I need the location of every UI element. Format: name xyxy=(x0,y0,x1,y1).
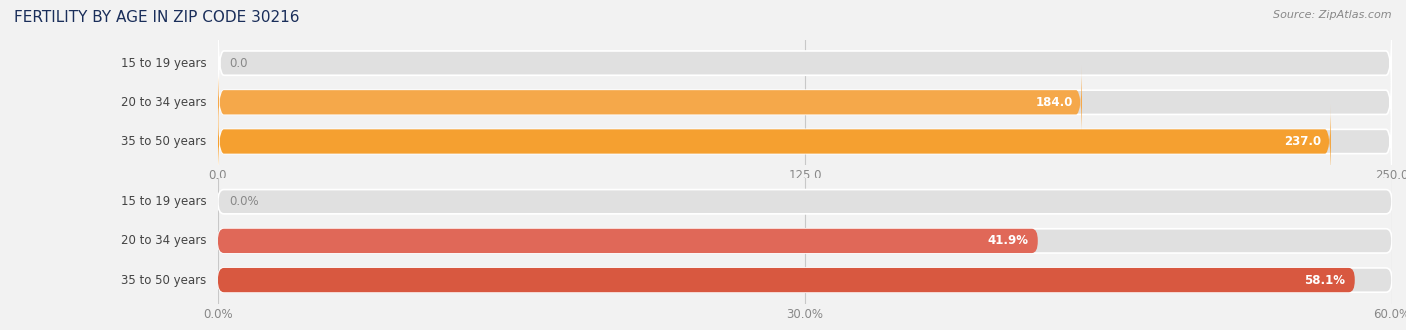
Text: 20 to 34 years: 20 to 34 years xyxy=(121,234,207,248)
Text: 0.0: 0.0 xyxy=(229,57,249,70)
FancyBboxPatch shape xyxy=(218,268,1392,292)
Text: FERTILITY BY AGE IN ZIP CODE 30216: FERTILITY BY AGE IN ZIP CODE 30216 xyxy=(14,10,299,25)
Text: 184.0: 184.0 xyxy=(1035,96,1073,109)
FancyBboxPatch shape xyxy=(218,229,1392,253)
FancyBboxPatch shape xyxy=(218,65,1392,139)
Text: 20 to 34 years: 20 to 34 years xyxy=(121,96,207,109)
Text: Source: ZipAtlas.com: Source: ZipAtlas.com xyxy=(1274,10,1392,20)
FancyBboxPatch shape xyxy=(218,229,1038,253)
FancyBboxPatch shape xyxy=(218,189,1392,214)
Text: 15 to 19 years: 15 to 19 years xyxy=(121,195,207,208)
Text: 58.1%: 58.1% xyxy=(1305,274,1346,286)
Text: 15 to 19 years: 15 to 19 years xyxy=(121,57,207,70)
FancyBboxPatch shape xyxy=(218,268,1355,292)
Text: 35 to 50 years: 35 to 50 years xyxy=(121,274,207,286)
FancyBboxPatch shape xyxy=(218,65,1083,139)
Text: 0.0%: 0.0% xyxy=(229,195,259,208)
FancyBboxPatch shape xyxy=(218,26,1392,100)
FancyBboxPatch shape xyxy=(218,104,1392,179)
Text: 41.9%: 41.9% xyxy=(987,234,1028,248)
FancyBboxPatch shape xyxy=(218,104,1331,179)
Text: 237.0: 237.0 xyxy=(1284,135,1322,148)
Text: 35 to 50 years: 35 to 50 years xyxy=(121,135,207,148)
